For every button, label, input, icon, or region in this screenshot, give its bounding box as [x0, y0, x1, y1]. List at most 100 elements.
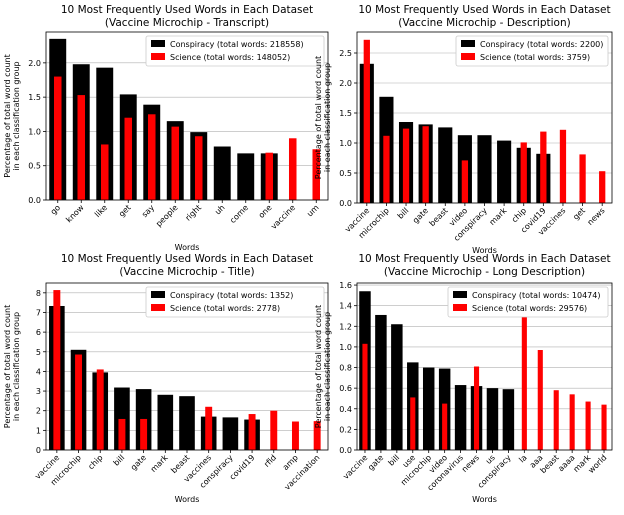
- bar-science: [559, 129, 567, 203]
- x-tick-label: bill: [396, 206, 411, 221]
- y-tick-label: 2.5: [339, 49, 352, 58]
- bar-science: [599, 171, 606, 203]
- y-axis-label-line2: in each classification group: [323, 63, 332, 172]
- legend-label-science: Science (total words: 3759): [480, 53, 590, 62]
- chart-title: 10 Most Frequently Used Words in Each Da…: [358, 4, 610, 16]
- bar-science: [520, 142, 527, 203]
- y-tick-label: 0.5: [28, 162, 41, 171]
- x-tick-label: like: [93, 203, 109, 219]
- bar-conspiracy: [391, 324, 403, 450]
- legend-swatch-science: [453, 304, 467, 311]
- chart-title: 10 Most Frequently Used Words in Each Da…: [358, 253, 610, 265]
- bar-science: [362, 343, 368, 450]
- bar-conspiracy: [213, 146, 231, 200]
- x-tick-label: rfid: [262, 453, 278, 469]
- x-tick-label: bill: [387, 453, 402, 468]
- bar-conspiracy: [222, 417, 239, 450]
- bar-science: [402, 128, 410, 203]
- bar-science: [461, 160, 469, 203]
- legend-label-science: Science (total words: 29576): [472, 304, 587, 313]
- bar-science: [171, 126, 180, 200]
- y-tick-label: 0: [36, 446, 41, 455]
- y-tick-label: 0.0: [339, 199, 352, 208]
- x-tick-label: get: [571, 206, 587, 222]
- x-axis-label: Words: [472, 246, 497, 255]
- legend-label-conspiracy: Conspiracy (total words: 2200): [480, 40, 603, 49]
- bar-science: [383, 135, 390, 203]
- bar-science: [53, 290, 61, 450]
- y-tick-label: 5: [36, 348, 41, 357]
- bar-science: [77, 95, 86, 200]
- y-tick-label: 0.0: [28, 196, 41, 205]
- y-tick-label: 6: [36, 328, 41, 337]
- bar-science: [442, 403, 448, 450]
- y-tick-label: 1.6: [339, 281, 352, 290]
- chart-legend: Conspiracy (total words: 2200) Science (t…: [455, 35, 609, 67]
- bar-conspiracy: [375, 314, 387, 450]
- bar-science: [553, 390, 559, 450]
- chart-panel-4: 10 Most Frequently Used Words in Each Da…: [314, 253, 613, 504]
- bar-science: [140, 418, 148, 450]
- bar-conspiracy: [422, 367, 435, 450]
- bar-science: [248, 414, 256, 450]
- y-tick-label: 8: [36, 289, 41, 298]
- bar-conspiracy: [486, 388, 499, 450]
- bar-science: [100, 144, 109, 200]
- x-tick-label: bill: [112, 453, 127, 468]
- y-tick-label: 0.0: [339, 446, 352, 455]
- legend-swatch-conspiracy: [151, 291, 165, 298]
- x-tick-label: mark: [488, 206, 509, 227]
- chart-panel-3: 10 Most Frequently Used Words in Each Da…: [3, 253, 329, 504]
- bar-science: [291, 421, 299, 450]
- chart-subtitle: (Vaccine Microchip - Title): [119, 266, 254, 278]
- bar-conspiracy: [477, 135, 492, 203]
- chart-panel-1: 10 Most Frequently Used Words in Each Da…: [3, 4, 329, 252]
- bar-science: [270, 410, 278, 450]
- chart-panel-2: 10 Most Frequently Used Words in Each Da…: [314, 4, 613, 255]
- x-tick-label: news: [460, 453, 481, 474]
- x-tick-label: get: [117, 203, 133, 219]
- y-axis-label-line1: Percentage of total word count: [314, 56, 323, 179]
- y-tick-label: 1.2: [339, 322, 352, 331]
- x-tick-label: say: [140, 203, 156, 219]
- x-tick-label: know: [64, 203, 86, 225]
- bar-science: [521, 312, 527, 450]
- x-tick-label: vaccine: [341, 453, 369, 481]
- x-tick-label: gate: [366, 453, 385, 472]
- y-tick-label: 2: [36, 407, 41, 416]
- x-tick-label: um: [305, 203, 321, 219]
- y-tick-label: 1.5: [28, 93, 41, 102]
- legend-label-science: Science (total words: 148052): [170, 53, 290, 62]
- bar-science: [585, 401, 591, 450]
- bar-science: [540, 131, 547, 203]
- legend-box: [145, 286, 325, 318]
- bar-conspiracy: [497, 140, 512, 203]
- x-tick-label: one: [257, 203, 274, 220]
- y-tick-label: 0.5: [339, 169, 352, 178]
- bar-science: [53, 76, 62, 200]
- legend-label-science: Science (total words: 2778): [170, 304, 280, 313]
- x-tick-label: chip: [86, 453, 104, 471]
- bar-science: [313, 421, 321, 450]
- y-tick-label: 4: [36, 367, 41, 376]
- y-tick-label: 0.6: [339, 384, 352, 393]
- y-tick-label: 7: [36, 308, 41, 317]
- legend-swatch-conspiracy: [461, 40, 475, 47]
- y-axis-label-line2: in each classification group: [12, 61, 21, 170]
- y-tick-label: 3: [36, 387, 41, 396]
- bar-science: [473, 366, 480, 450]
- bar-science: [205, 406, 213, 450]
- bar-science: [118, 418, 126, 450]
- bar-conspiracy: [96, 67, 114, 201]
- chart-title: 10 Most Frequently Used Words in Each Da…: [61, 4, 313, 16]
- y-axis-label-line1: Percentage of total word count: [314, 305, 323, 428]
- bar-science: [579, 154, 586, 203]
- x-tick-label: news: [586, 206, 607, 227]
- bar-science: [422, 126, 429, 203]
- x-tick-label: la: [517, 453, 528, 464]
- bar-science: [288, 138, 297, 200]
- bar-conspiracy: [454, 385, 467, 450]
- legend-swatch-science: [151, 304, 165, 311]
- legend-swatch-conspiracy: [151, 40, 165, 47]
